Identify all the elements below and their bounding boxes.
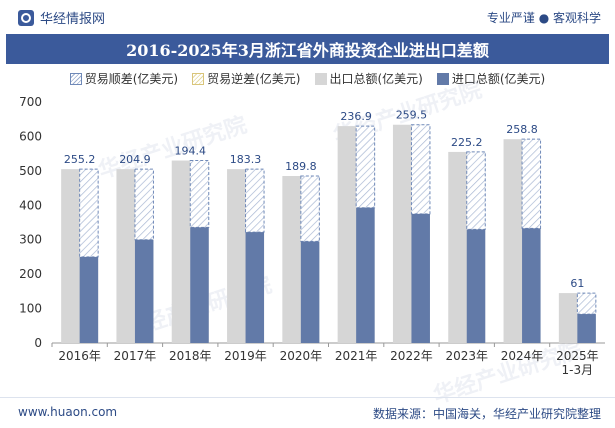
data-label-surplus: 255.2 xyxy=(64,153,96,166)
x-tick-label: 2017年 xyxy=(114,349,157,363)
bar-surplus xyxy=(355,125,376,209)
bar-surplus xyxy=(521,138,542,229)
bar-surplus xyxy=(134,168,154,241)
x-tick-label: 2022年 xyxy=(390,349,433,363)
legend: 贸易顺差(亿美元) 贸易逆差(亿美元) 出口总额(亿美元) 进口总额(亿美元) xyxy=(0,70,615,87)
bar-import xyxy=(411,213,430,343)
bar-surplus xyxy=(410,124,431,215)
legend-label-import: 进口总额(亿美元) xyxy=(451,72,546,86)
x-tick-label: 2025年 xyxy=(556,349,599,363)
chart-title: 2016-2025年3月浙江省外商投资企业进出口差额 xyxy=(126,41,489,60)
legend-label-export: 出口总额(亿美元) xyxy=(329,72,423,86)
legend-item-surplus: 贸易顺差(亿美元) xyxy=(69,70,179,87)
x-tick-label: 2023年 xyxy=(445,349,488,363)
title-bar: 2016-2025年3月浙江省外商投资企业进出口差额 xyxy=(6,34,609,64)
data-label-surplus: 258.8 xyxy=(506,123,538,136)
legend-item-deficit: 贸易逆差(亿美元) xyxy=(192,70,301,87)
bar-surplus xyxy=(466,151,486,230)
y-tick-label: 100 xyxy=(19,302,42,316)
x-tick-label: 2018年 xyxy=(169,349,212,363)
y-tick-label: 700 xyxy=(19,95,42,109)
bar-import xyxy=(134,239,154,343)
bar-surplus xyxy=(79,168,99,258)
bar-import xyxy=(79,256,99,343)
data-label-surplus: 236.9 xyxy=(340,110,372,123)
footer: www.huaon.com 数据来源：中国海关，华经产业研究院整理 xyxy=(0,397,615,428)
bar-import xyxy=(466,229,486,343)
x-tick-label: 2020年 xyxy=(280,349,323,363)
y-tick-label: 300 xyxy=(19,233,42,247)
bar-import xyxy=(300,241,320,343)
legend-swatch-surplus xyxy=(69,72,82,85)
footer-source: 数据来源：中国海关，华经产业研究院整理 xyxy=(372,407,601,421)
y-tick-label: 0 xyxy=(34,336,42,350)
legend-label-surplus: 贸易顺差(亿美元) xyxy=(84,72,179,86)
bar-import xyxy=(522,228,541,343)
legend-swatch-export xyxy=(314,72,327,85)
x-tick-label: 1-3月 xyxy=(562,363,594,377)
data-label-surplus: 183.3 xyxy=(230,153,262,166)
bar-surplus xyxy=(245,168,265,233)
bar-import xyxy=(245,232,265,343)
x-tick-label: 2021年 xyxy=(335,349,378,363)
y-tick-label: 600 xyxy=(19,129,42,143)
bar-import xyxy=(577,314,596,343)
bar-import xyxy=(190,227,209,343)
data-label-surplus: 61 xyxy=(570,277,584,290)
data-label-surplus: 225.2 xyxy=(451,136,483,149)
data-label-surplus: 259.5 xyxy=(396,109,428,122)
data-label-surplus: 194.4 xyxy=(175,145,207,158)
y-tick-label: 200 xyxy=(19,267,42,281)
footer-website[interactable]: www.huaon.com xyxy=(18,405,118,419)
legend-item-import: 进口总额(亿美元) xyxy=(436,70,546,87)
bar-surplus xyxy=(189,160,210,228)
legend-label-deficit: 贸易逆差(亿美元) xyxy=(207,72,301,86)
brand-name: 华经情报网 xyxy=(40,12,106,27)
bar-import xyxy=(356,207,375,343)
brand-logo-icon xyxy=(18,9,34,26)
bar-surplus xyxy=(576,292,597,315)
legend-swatch-deficit xyxy=(192,72,205,85)
x-tick-label: 2019年 xyxy=(224,349,267,363)
bar-surplus xyxy=(300,175,320,242)
bar-chart: 0 100 200 300 400 500 600 700 2016年 2017年 2018年 201… xyxy=(19,95,605,377)
x-tick-label: 2024年 xyxy=(501,349,544,363)
x-tick-label: 2016年 xyxy=(58,349,101,363)
brand[interactable]: 华经情报网 xyxy=(18,8,105,27)
legend-swatch-import xyxy=(436,72,449,85)
data-label-surplus: 189.8 xyxy=(285,160,317,173)
y-tick-label: 400 xyxy=(19,198,42,212)
y-tick-label: 500 xyxy=(19,164,42,178)
data-label-surplus: 204.9 xyxy=(119,153,151,166)
slogan: 专业严谨 ● 客观科学 xyxy=(486,11,601,25)
top-bar: 华经情报网 专业严谨 ● 客观科学 xyxy=(0,0,615,34)
legend-item-export: 出口总额(亿美元) xyxy=(314,70,423,87)
